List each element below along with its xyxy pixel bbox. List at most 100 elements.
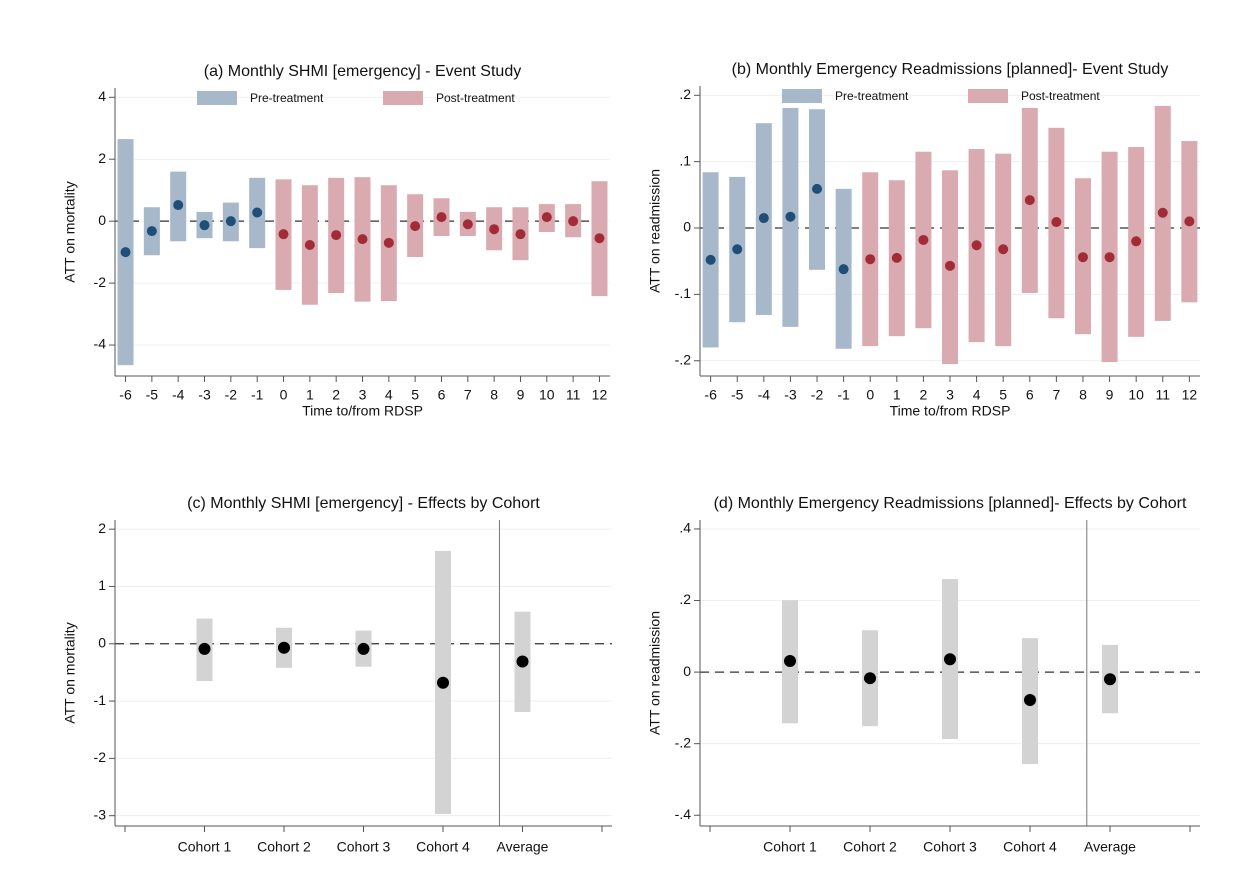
point-estimate [1024, 195, 1035, 206]
point-estimate [383, 237, 394, 248]
point-estimate [998, 244, 1009, 255]
point-estimate [1157, 207, 1168, 218]
legend-label: Post-treatment [1021, 89, 1100, 103]
chart-title: (a) Monthly SHMI [emergency] - Event Stu… [204, 63, 521, 80]
x-tick-label: -5 [731, 387, 744, 403]
x-tick-label: 5 [411, 387, 419, 403]
x-tick-label: -6 [119, 387, 132, 403]
y-tick-label: .2 [679, 591, 691, 607]
x-tick-label: 1 [893, 387, 901, 403]
y-tick-label: 0 [98, 212, 106, 228]
x-tick-label: 9 [1106, 387, 1114, 403]
point-estimate [146, 226, 157, 237]
y-tick-label: .4 [679, 520, 691, 536]
y-tick-label: -2 [94, 274, 107, 290]
point-estimate [705, 254, 716, 265]
y-tick-label: -1 [94, 692, 107, 708]
x-tick-label: 7 [1052, 387, 1060, 403]
x-tick-label: 8 [1079, 387, 1087, 403]
x-tick-label: 2 [332, 387, 340, 403]
point-estimate [594, 233, 605, 244]
x-tick-label: 1 [306, 387, 314, 403]
y-tick-label: -4 [94, 336, 107, 352]
y-axis-label: ATT on readmission [647, 611, 663, 735]
legend-swatch [968, 89, 1008, 103]
point-estimate [489, 224, 500, 235]
point-estimate [785, 211, 796, 222]
point-estimate [173, 200, 184, 211]
point-estimate [732, 244, 743, 255]
point-estimate [1104, 252, 1115, 263]
x-tick-label: 0 [866, 387, 874, 403]
x-tick-label: -6 [704, 387, 717, 403]
x-tick-label: 6 [438, 387, 446, 403]
x-tick-label: 3 [359, 387, 367, 403]
y-axis-label: ATT on mortality [62, 622, 78, 723]
point-estimate [515, 229, 526, 240]
point-estimate [1051, 217, 1062, 228]
x-tick-label: 11 [1155, 387, 1170, 403]
point-estimate [891, 252, 902, 263]
point-estimate [357, 234, 368, 245]
point-estimate [865, 254, 876, 265]
point-estimate [944, 653, 956, 666]
x-tick-label: -4 [172, 387, 185, 403]
point-estimate [252, 207, 263, 218]
x-tick-label: 4 [973, 387, 981, 403]
x-tick-label: 12 [1182, 387, 1198, 403]
y-tick-label: -.2 [675, 734, 692, 750]
x-tick-label: 3 [946, 387, 954, 403]
point-estimate [1131, 236, 1142, 247]
x-tick-label: Cohort 3 [923, 839, 977, 855]
point-estimate [568, 216, 579, 227]
x-tick-label: -4 [758, 387, 771, 403]
x-tick-label: 6 [1026, 387, 1034, 403]
x-axis-label: Time to/from RDSP [302, 403, 423, 419]
x-tick-label: 0 [280, 387, 288, 403]
y-tick-label: -2 [94, 749, 107, 765]
point-estimate [357, 642, 370, 655]
y-tick-label: -.1 [675, 285, 692, 301]
point-estimate [120, 247, 131, 258]
x-tick-label: 10 [1128, 387, 1144, 403]
x-tick-label: -1 [837, 387, 850, 403]
x-tick-label: Cohort 1 [763, 839, 817, 855]
legend-swatch [197, 91, 237, 105]
legend-label: Pre-treatment [835, 89, 909, 103]
x-tick-label: Cohort 3 [337, 839, 391, 855]
point-estimate [945, 260, 955, 271]
x-tick-label: 5 [999, 387, 1007, 403]
x-tick-label: -3 [198, 387, 211, 403]
y-tick-label: -.2 [675, 351, 692, 367]
legend-swatch [383, 91, 423, 105]
point-estimate [199, 220, 210, 231]
point-estimate [436, 212, 447, 223]
x-axis-label: Time to/from RDSP [890, 403, 1011, 419]
point-estimate [304, 240, 315, 251]
point-estimate [838, 264, 849, 275]
chart-title: (c) Monthly SHMI [emergency] - Effects b… [187, 495, 540, 512]
y-tick-label: 1 [98, 577, 106, 593]
chart-title: (d) Monthly Emergency Readmissions [plan… [714, 495, 1187, 512]
x-tick-label: Cohort 1 [178, 839, 232, 855]
x-tick-label: -1 [251, 387, 264, 403]
chart-title: (b) Monthly Emergency Readmissions [plan… [732, 61, 1169, 78]
y-tick-label: 2 [98, 150, 106, 166]
legend-label: Pre-treatment [250, 91, 324, 105]
y-axis-label: ATT on readmission [647, 169, 663, 293]
point-estimate [918, 234, 929, 245]
x-tick-label: 8 [490, 387, 498, 403]
point-estimate [278, 641, 290, 654]
y-axis-label: ATT on mortality [62, 181, 78, 282]
point-estimate [541, 212, 552, 223]
x-tick-label: 12 [592, 387, 608, 403]
point-estimate [812, 183, 823, 194]
x-tick-label: Average [497, 839, 549, 855]
y-tick-label: 0 [683, 663, 691, 679]
legend-swatch [782, 89, 822, 103]
point-estimate [462, 219, 473, 230]
x-tick-label: -3 [784, 387, 797, 403]
point-estimate [864, 672, 876, 685]
y-tick-label: .1 [679, 152, 691, 168]
